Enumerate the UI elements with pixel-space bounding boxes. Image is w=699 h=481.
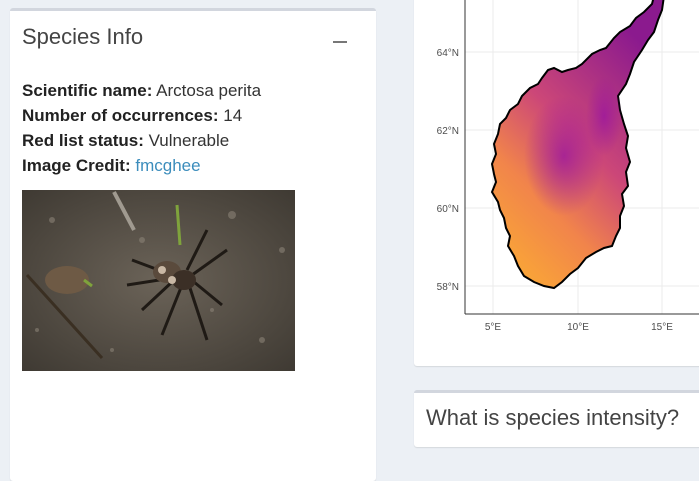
- species-intensity-box[interactable]: What is species intensity?: [414, 390, 699, 447]
- red-list-value: Vulnerable: [148, 131, 230, 150]
- y-tick-label: 64°N: [437, 48, 459, 59]
- minus-icon: [333, 41, 347, 43]
- occurrences-row: Number of occurrences: 14: [22, 103, 261, 128]
- intensity-map-panel: 64°N 62°N 60°N 58°N 5°E 10°E 15°E: [414, 0, 699, 366]
- image-credit-label: Image Credit:: [22, 156, 131, 175]
- y-tick-label: 60°N: [437, 204, 459, 215]
- y-tick-label: 62°N: [437, 126, 459, 137]
- scientific-name-label: Scientific name:: [22, 81, 153, 100]
- x-tick-label: 5°E: [485, 322, 502, 333]
- species-intensity-title: What is species intensity?: [426, 405, 680, 430]
- red-list-row: Red list status: Vulnerable: [22, 128, 261, 153]
- red-list-label: Red list status:: [22, 131, 144, 150]
- x-tick-label: 10°E: [567, 322, 589, 333]
- x-tick-label: 15°E: [651, 322, 673, 333]
- occurrences-value: 14: [223, 106, 243, 125]
- occurrences-label: Number of occurrences:: [22, 106, 219, 125]
- species-details: Scientific name: Arctosa perita Number o…: [22, 78, 261, 178]
- species-photo: [22, 190, 295, 371]
- image-credit-row: Image Credit: fmcghee: [22, 153, 261, 178]
- y-tick-label: 58°N: [437, 282, 459, 293]
- intensity-map: 64°N 62°N 60°N 58°N 5°E 10°E 15°E: [437, 0, 699, 333]
- collapse-button[interactable]: [326, 29, 354, 55]
- scientific-name-value: Arctosa perita: [156, 81, 262, 100]
- scientific-name-row: Scientific name: Arctosa perita: [22, 78, 261, 103]
- image-credit-link[interactable]: fmcghee: [135, 156, 201, 175]
- species-info-box: Species Info Scientific name: Arctosa pe…: [10, 8, 376, 481]
- species-info-title: Species Info: [22, 24, 144, 49]
